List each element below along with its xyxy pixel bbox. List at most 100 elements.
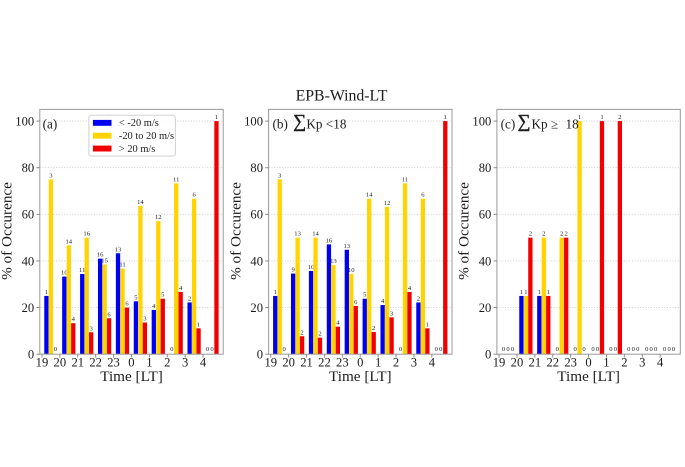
- svg-text:3: 3: [278, 172, 282, 179]
- svg-text:3: 3: [49, 172, 53, 179]
- svg-text:1: 1: [578, 114, 581, 121]
- svg-text:2: 2: [565, 231, 568, 238]
- svg-text:6: 6: [354, 299, 358, 306]
- svg-text:1: 1: [375, 356, 381, 370]
- svg-text:% of Occurence: % of Occurence: [456, 182, 473, 280]
- svg-text:13: 13: [344, 243, 351, 250]
- svg-text:Time [LT]: Time [LT]: [100, 368, 163, 385]
- svg-text:4: 4: [408, 285, 412, 292]
- svg-text:2: 2: [621, 356, 627, 370]
- svg-text:1: 1: [538, 289, 541, 296]
- svg-text:(a): (a): [43, 117, 58, 132]
- svg-text:1: 1: [524, 289, 527, 296]
- svg-text:0: 0: [596, 346, 600, 353]
- svg-text:20: 20: [250, 301, 263, 315]
- svg-text:0: 0: [582, 346, 586, 353]
- svg-text:0: 0: [654, 346, 658, 353]
- svg-text:23: 23: [336, 356, 349, 370]
- svg-text:4: 4: [179, 285, 183, 292]
- svg-text:3: 3: [390, 310, 394, 317]
- svg-text:5: 5: [134, 294, 138, 301]
- svg-text:11: 11: [119, 262, 125, 269]
- svg-text:2: 2: [188, 295, 191, 302]
- svg-text:16: 16: [83, 231, 90, 238]
- svg-text:4: 4: [152, 303, 156, 310]
- svg-text:0: 0: [511, 346, 515, 353]
- svg-text:15: 15: [101, 257, 108, 264]
- svg-text:14: 14: [137, 199, 144, 206]
- svg-text:0: 0: [128, 356, 134, 370]
- svg-text:0: 0: [439, 346, 443, 353]
- svg-text:0: 0: [485, 348, 491, 362]
- svg-text:2: 2: [529, 231, 532, 238]
- svg-text:11: 11: [173, 176, 179, 183]
- svg-text:0: 0: [506, 346, 510, 353]
- svg-text:1: 1: [520, 289, 523, 296]
- svg-text:0: 0: [54, 346, 58, 353]
- svg-text:23: 23: [107, 356, 120, 370]
- svg-text:6: 6: [192, 192, 196, 199]
- svg-text:16: 16: [326, 237, 333, 244]
- svg-text:4: 4: [429, 356, 436, 370]
- svg-text:14: 14: [312, 231, 319, 238]
- svg-text:3: 3: [639, 356, 645, 370]
- svg-text:4: 4: [381, 298, 385, 305]
- svg-text:0: 0: [502, 346, 506, 353]
- svg-text:12: 12: [155, 214, 162, 221]
- svg-text:< -20 m/s: < -20 m/s: [119, 118, 159, 129]
- svg-text:100: 100: [244, 114, 263, 128]
- svg-text:0: 0: [357, 356, 363, 370]
- svg-text:22: 22: [546, 356, 559, 370]
- svg-text:19: 19: [36, 356, 49, 370]
- svg-text:10: 10: [308, 264, 315, 271]
- svg-text:60: 60: [22, 208, 35, 222]
- svg-text:1: 1: [547, 289, 550, 296]
- svg-text:4: 4: [200, 356, 207, 370]
- svg-text:0: 0: [585, 356, 591, 370]
- svg-text:0: 0: [206, 346, 210, 353]
- svg-text:0: 0: [591, 346, 595, 353]
- svg-text:80: 80: [250, 161, 263, 175]
- svg-text:1: 1: [197, 321, 200, 328]
- svg-text:2: 2: [393, 356, 399, 370]
- svg-text:3: 3: [90, 325, 94, 332]
- svg-text:13: 13: [294, 231, 301, 238]
- svg-text:19: 19: [264, 356, 277, 370]
- svg-text:6: 6: [125, 301, 129, 308]
- svg-text:80: 80: [22, 161, 35, 175]
- svg-text:% of Occurence: % of Occurence: [227, 182, 244, 280]
- svg-text:(b)∑Kp <18: (b) ∑Kp <18: [273, 111, 347, 131]
- svg-text:0: 0: [573, 346, 577, 353]
- svg-text:(c)∑Kp≥18: (c) ∑Kp ≥18: [501, 111, 579, 131]
- svg-text:2: 2: [542, 231, 545, 238]
- svg-text:0: 0: [609, 346, 613, 353]
- svg-text:40: 40: [22, 254, 35, 268]
- svg-text:1: 1: [215, 114, 218, 121]
- svg-text:2: 2: [560, 231, 563, 238]
- svg-text:5: 5: [363, 292, 367, 299]
- svg-text:0: 0: [632, 346, 636, 353]
- svg-text:20: 20: [54, 356, 67, 370]
- svg-text:0: 0: [650, 346, 654, 353]
- svg-text:20: 20: [511, 356, 524, 370]
- svg-text:21: 21: [300, 356, 313, 370]
- svg-text:Time [LT]: Time [LT]: [329, 368, 392, 385]
- svg-text:2: 2: [417, 295, 420, 302]
- svg-text:21: 21: [71, 356, 84, 370]
- svg-text:2: 2: [618, 114, 621, 121]
- svg-text:0: 0: [614, 346, 618, 353]
- svg-text:0: 0: [170, 346, 174, 353]
- svg-text:0: 0: [645, 346, 649, 353]
- svg-text:0: 0: [663, 346, 667, 353]
- svg-text:13: 13: [330, 258, 337, 265]
- svg-text:10: 10: [61, 270, 68, 277]
- svg-text:6: 6: [421, 192, 425, 199]
- svg-text:1: 1: [603, 356, 609, 370]
- svg-text:4: 4: [657, 356, 664, 370]
- svg-text:0: 0: [28, 348, 34, 362]
- svg-text:EPB-Wind-LT: EPB-Wind-LT: [296, 88, 388, 105]
- svg-text:11: 11: [79, 267, 85, 274]
- svg-text:3: 3: [411, 356, 417, 370]
- svg-text:40: 40: [250, 254, 263, 268]
- svg-text:5: 5: [161, 292, 165, 299]
